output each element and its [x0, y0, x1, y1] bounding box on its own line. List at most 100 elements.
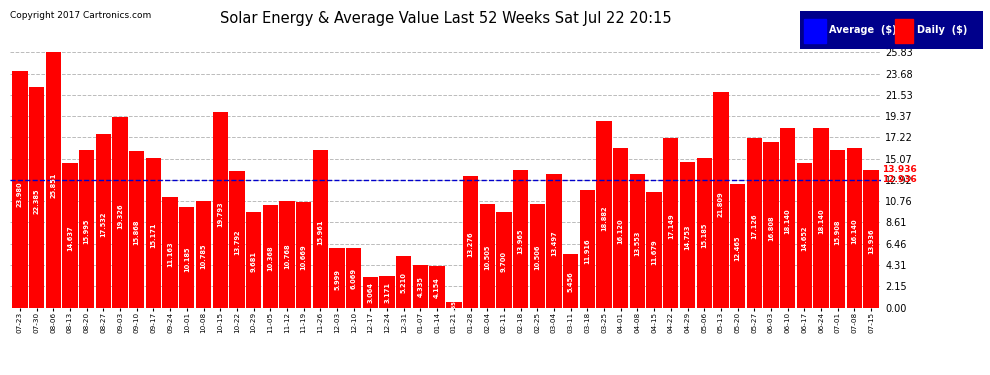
Bar — [596, 121, 612, 308]
Bar — [780, 128, 795, 308]
Bar — [379, 276, 395, 308]
Text: 18.140: 18.140 — [818, 209, 824, 234]
Text: 15.185: 15.185 — [701, 223, 707, 248]
Bar — [196, 201, 211, 308]
Bar — [680, 162, 695, 308]
Text: 22.385: 22.385 — [34, 189, 40, 214]
Bar — [580, 190, 595, 308]
Text: 9.681: 9.681 — [250, 251, 256, 272]
Bar — [863, 170, 879, 308]
Bar — [296, 202, 311, 308]
Bar — [530, 204, 544, 308]
Text: 14.753: 14.753 — [684, 225, 690, 251]
Bar — [663, 138, 678, 308]
Bar — [179, 207, 194, 308]
Bar — [713, 92, 729, 308]
Text: 16.120: 16.120 — [618, 218, 624, 244]
Bar — [563, 254, 578, 308]
Bar — [613, 148, 629, 308]
Text: 14.637: 14.637 — [67, 225, 73, 251]
Text: 10.669: 10.669 — [301, 244, 307, 270]
Text: 21.809: 21.809 — [718, 191, 724, 217]
Bar — [814, 128, 829, 308]
Text: 13.792: 13.792 — [234, 230, 240, 255]
Bar — [162, 197, 178, 308]
Bar — [79, 150, 94, 308]
Text: 5.210: 5.210 — [401, 272, 407, 293]
Bar — [313, 150, 328, 308]
Text: 11.916: 11.916 — [584, 238, 590, 264]
Text: 15.995: 15.995 — [84, 219, 90, 245]
Bar — [129, 151, 145, 308]
Bar — [479, 204, 495, 308]
Text: 16.140: 16.140 — [851, 218, 857, 244]
Text: Average  ($): Average ($) — [830, 25, 897, 35]
Text: 19.326: 19.326 — [117, 203, 123, 229]
Bar — [830, 150, 845, 308]
Bar — [12, 71, 28, 308]
Bar — [279, 201, 295, 308]
Text: 10.768: 10.768 — [284, 244, 290, 269]
Text: 23.980: 23.980 — [17, 181, 23, 207]
Bar — [496, 212, 512, 308]
Text: Copyright 2017 Cartronics.com: Copyright 2017 Cartronics.com — [10, 11, 151, 20]
Bar — [546, 174, 561, 308]
Bar — [396, 256, 412, 307]
Bar — [46, 52, 61, 308]
Text: 4.335: 4.335 — [418, 276, 424, 297]
Text: 10.785: 10.785 — [201, 244, 207, 269]
Bar — [895, 19, 914, 43]
Bar — [746, 138, 762, 308]
Bar — [513, 170, 529, 308]
Text: 13.497: 13.497 — [551, 231, 557, 256]
Bar — [96, 134, 111, 308]
Text: 11.163: 11.163 — [167, 242, 173, 267]
Text: 16.808: 16.808 — [768, 215, 774, 241]
Text: 19.793: 19.793 — [217, 201, 223, 226]
Bar — [246, 212, 261, 308]
Text: 3.171: 3.171 — [384, 282, 390, 303]
Text: 13.965: 13.965 — [518, 229, 524, 254]
Bar — [146, 158, 161, 308]
Text: 10.185: 10.185 — [184, 246, 190, 272]
Text: 15.908: 15.908 — [835, 219, 841, 245]
Bar — [62, 163, 77, 308]
Text: 18.140: 18.140 — [785, 209, 791, 234]
Bar — [230, 171, 245, 308]
Bar — [346, 248, 361, 308]
Bar — [463, 176, 478, 308]
Text: 10.368: 10.368 — [267, 246, 273, 271]
Text: 15.171: 15.171 — [150, 223, 156, 248]
Text: 13.936: 13.936 — [882, 165, 917, 174]
Bar — [213, 112, 228, 308]
Text: 15.961: 15.961 — [318, 219, 324, 245]
Bar — [430, 267, 445, 308]
Bar — [330, 248, 345, 308]
Text: 4.154: 4.154 — [435, 278, 441, 298]
Bar — [804, 19, 826, 43]
Bar — [446, 302, 461, 307]
Text: 0.554: 0.554 — [451, 297, 456, 313]
Text: 5.999: 5.999 — [334, 268, 340, 290]
Text: 10.505: 10.505 — [484, 245, 490, 270]
Bar — [763, 142, 778, 308]
Text: Solar Energy & Average Value Last 52 Weeks Sat Jul 22 20:15: Solar Energy & Average Value Last 52 Wee… — [220, 11, 671, 26]
Text: 11.679: 11.679 — [651, 239, 657, 265]
Text: 13.276: 13.276 — [467, 232, 473, 257]
Text: 25.851: 25.851 — [50, 172, 56, 198]
Text: 12.936: 12.936 — [882, 175, 917, 184]
Text: 9.700: 9.700 — [501, 251, 507, 272]
Bar — [646, 192, 661, 308]
Text: Daily  ($): Daily ($) — [917, 25, 967, 35]
Bar — [29, 87, 45, 308]
Bar — [846, 148, 862, 308]
Text: 6.069: 6.069 — [350, 268, 356, 289]
Text: 14.652: 14.652 — [801, 225, 807, 251]
Text: 17.532: 17.532 — [100, 211, 106, 237]
Bar — [797, 163, 812, 308]
Bar — [413, 265, 428, 308]
Text: 13.553: 13.553 — [635, 231, 641, 256]
Text: 17.126: 17.126 — [751, 213, 757, 239]
Text: 17.149: 17.149 — [668, 213, 674, 239]
Bar — [362, 277, 378, 308]
